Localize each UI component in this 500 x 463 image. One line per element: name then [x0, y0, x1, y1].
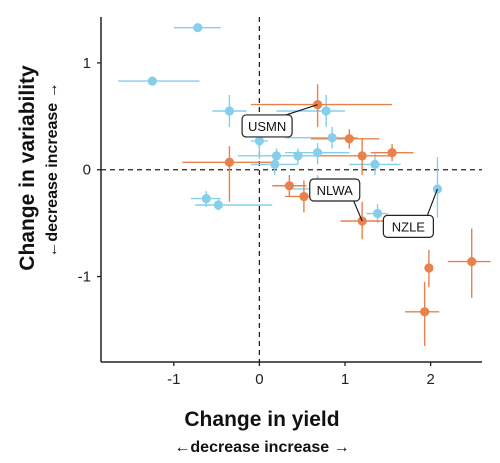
x-tick-label: 0 [255, 371, 263, 388]
data-point [424, 263, 434, 273]
plot-area: -1 0 1 2 -1 0 1 USMN NLWA NZLE [78, 17, 491, 388]
y-tick-label: 0 [83, 162, 91, 179]
annotations: USMN NLWA NZLE [241, 104, 438, 238]
data-point [254, 136, 264, 146]
annotation-label: NLWA [317, 183, 353, 198]
data-point [357, 151, 367, 161]
y-axis-subtitle: ←decrease increase → [44, 82, 61, 257]
annotation-label: NZLE [392, 219, 426, 234]
data-point [313, 148, 323, 158]
x-axis-title: Change in yield [184, 408, 339, 431]
data-point [271, 151, 282, 161]
y-ticks: -1 0 1 [78, 55, 101, 286]
annotation-leader [285, 104, 318, 116]
data-point [270, 159, 280, 169]
data-point [321, 106, 331, 116]
x-tick-label: -1 [167, 371, 180, 388]
x-tick-label: 2 [426, 371, 434, 388]
annotation-leader [426, 188, 438, 216]
data-point [293, 151, 303, 161]
data-point [201, 193, 211, 204]
annotation-box [241, 114, 293, 138]
data-point [224, 106, 235, 116]
data-point [284, 181, 294, 191]
data-point [387, 148, 397, 158]
data-point [193, 23, 203, 33]
x-ticks: -1 0 1 2 [167, 362, 435, 388]
annotation-box [382, 214, 434, 238]
annotation-leader [353, 200, 363, 222]
y-tick-label: 1 [83, 55, 91, 72]
annotation-box [309, 178, 361, 202]
error-bars [118, 23, 491, 346]
data-point [467, 256, 477, 267]
data-point [370, 159, 380, 169]
data-point [420, 307, 430, 317]
data-point [299, 191, 309, 202]
y-tick-label: -1 [78, 269, 91, 286]
data-point [327, 133, 337, 143]
annotation-label: USMN [248, 119, 286, 134]
y-axis-title: Change in variability [16, 65, 39, 271]
data-point [147, 76, 157, 86]
data-point [224, 157, 235, 167]
data-point [372, 208, 383, 219]
x-tick-label: 1 [341, 371, 349, 388]
data-point [344, 134, 354, 144]
data-point [213, 200, 223, 210]
x-axis-subtitle: ←decrease increase → [174, 439, 349, 456]
